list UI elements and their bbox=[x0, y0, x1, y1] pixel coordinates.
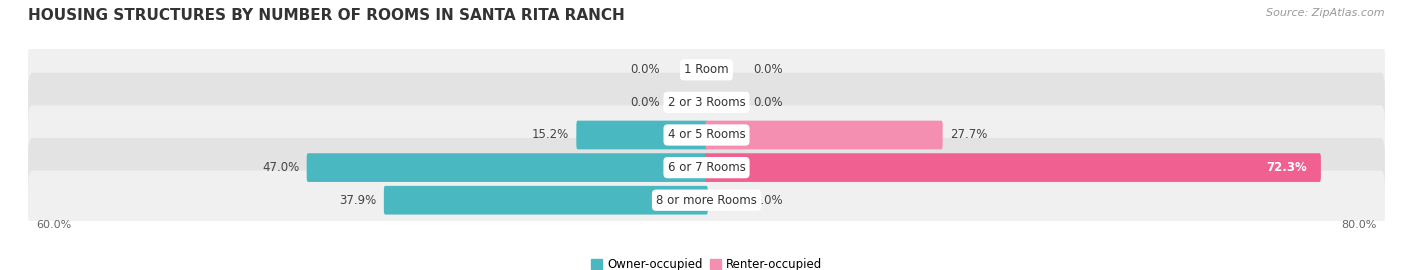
FancyBboxPatch shape bbox=[28, 73, 1385, 132]
Text: 80.0%: 80.0% bbox=[1341, 220, 1376, 230]
Text: 0.0%: 0.0% bbox=[754, 194, 783, 207]
Text: 0.0%: 0.0% bbox=[754, 96, 783, 109]
FancyBboxPatch shape bbox=[28, 105, 1385, 165]
Text: 27.7%: 27.7% bbox=[950, 129, 987, 141]
Text: 47.0%: 47.0% bbox=[263, 161, 299, 174]
Text: 15.2%: 15.2% bbox=[531, 129, 569, 141]
Text: 1 Room: 1 Room bbox=[685, 63, 728, 76]
Text: 0.0%: 0.0% bbox=[754, 63, 783, 76]
Text: 0.0%: 0.0% bbox=[630, 96, 659, 109]
Text: 6 or 7 Rooms: 6 or 7 Rooms bbox=[668, 161, 745, 174]
Legend: Owner-occupied, Renter-occupied: Owner-occupied, Renter-occupied bbox=[586, 254, 827, 270]
Text: 60.0%: 60.0% bbox=[37, 220, 72, 230]
FancyBboxPatch shape bbox=[384, 186, 707, 215]
FancyBboxPatch shape bbox=[706, 121, 942, 149]
Text: 37.9%: 37.9% bbox=[339, 194, 377, 207]
Text: 4 or 5 Rooms: 4 or 5 Rooms bbox=[668, 129, 745, 141]
Text: 72.3%: 72.3% bbox=[1267, 161, 1308, 174]
Text: 8 or more Rooms: 8 or more Rooms bbox=[657, 194, 756, 207]
Text: HOUSING STRUCTURES BY NUMBER OF ROOMS IN SANTA RITA RANCH: HOUSING STRUCTURES BY NUMBER OF ROOMS IN… bbox=[28, 8, 624, 23]
FancyBboxPatch shape bbox=[576, 121, 707, 149]
FancyBboxPatch shape bbox=[706, 153, 1320, 182]
Text: 2 or 3 Rooms: 2 or 3 Rooms bbox=[668, 96, 745, 109]
FancyBboxPatch shape bbox=[28, 138, 1385, 197]
FancyBboxPatch shape bbox=[28, 40, 1385, 99]
Text: Source: ZipAtlas.com: Source: ZipAtlas.com bbox=[1267, 8, 1385, 18]
Text: 0.0%: 0.0% bbox=[630, 63, 659, 76]
FancyBboxPatch shape bbox=[307, 153, 707, 182]
FancyBboxPatch shape bbox=[28, 171, 1385, 230]
